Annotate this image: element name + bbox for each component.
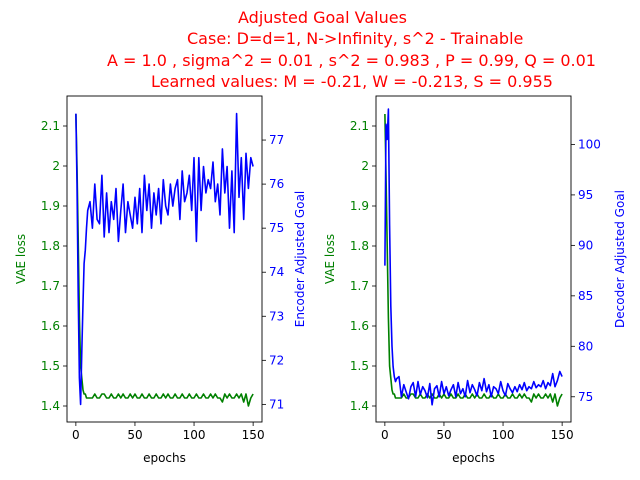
right-y-tick-label: 90 [578, 238, 593, 252]
right-y-tick-label: 74 [269, 265, 284, 279]
right-y-tick-label: 71 [269, 397, 284, 411]
plot-frame [66, 95, 263, 423]
right-y-tick-label: 75 [269, 221, 284, 235]
left-y-tick-label: 1.9 [41, 199, 60, 213]
right-y-tick-label: 77 [269, 133, 284, 147]
goal-line [75, 112, 254, 406]
left-y-tick-label: 2.1 [350, 119, 369, 133]
left-y-tick-label: 1.4 [350, 399, 369, 413]
plot-frame [375, 95, 572, 423]
right-y-axis-label: Encoder Adjusted Goal [293, 191, 307, 328]
right-subplot: 0 50 100 150 1.4 1.5 1.6 1.7 1.8 1.9 2 2.1 75 80 85 90 9… [323, 95, 627, 465]
title-line-1: Adjusted Goal Values [238, 8, 407, 27]
left-y-axis-label: VAE loss [323, 234, 337, 284]
left-subplot: 0 50 100 150 1.4 1.5 1.6 1.7 1.8 1.9 2 2.1 71 72 73 74 7… [14, 95, 307, 465]
right-y-tick-label: 76 [269, 177, 284, 191]
x-tick-label: 100 [492, 428, 515, 442]
x-tick-label: 50 [127, 428, 142, 442]
right-y-axis-label: Decoder Adjusted Goal [613, 190, 627, 328]
right-y-tick-label: 73 [269, 309, 284, 323]
right-y-tick-label: 80 [578, 339, 593, 353]
x-tick-label: 100 [183, 428, 206, 442]
x-tick-label: 0 [72, 428, 80, 442]
left-y-tick-label: 1.7 [41, 279, 60, 293]
right-y-tick-label: 75 [578, 390, 593, 404]
right-y-tick-label: 85 [578, 289, 593, 303]
right-y-tick-label: 72 [269, 353, 284, 367]
x-tick-label: 0 [381, 428, 389, 442]
loss-line [384, 113, 563, 407]
title-line-4: Learned values: M = -0.21, W = -0.213, S… [151, 72, 553, 91]
x-tick-label: 150 [242, 428, 265, 442]
x-tick-label: 50 [436, 428, 451, 442]
left-y-tick-label: 1.7 [350, 279, 369, 293]
left-y-tick-label: 1.9 [350, 199, 369, 213]
left-y-tick-label: 1.8 [41, 239, 60, 253]
right-y-tick-label: 95 [578, 188, 593, 202]
left-y-tick-label: 2 [52, 159, 60, 173]
loss-line [75, 113, 254, 407]
left-y-tick-label: 1.6 [41, 319, 60, 333]
left-y-tick-label: 2.1 [41, 119, 60, 133]
left-y-tick-label: 1.5 [350, 359, 369, 373]
left-y-axis-label: VAE loss [14, 234, 28, 284]
left-y-tick-label: 1.8 [350, 239, 369, 253]
right-y-tick-label: 100 [578, 137, 601, 151]
left-y-tick-label: 1.5 [41, 359, 60, 373]
goal-line [384, 108, 563, 406]
left-y-tick-label: 2 [361, 159, 369, 173]
left-y-tick-label: 1.6 [350, 319, 369, 333]
title-line-3: A = 1.0 , sigma^2 = 0.01 , s^2 = 0.983 ,… [107, 51, 596, 70]
x-axis-label: epochs [452, 451, 495, 465]
x-tick-label: 150 [551, 428, 574, 442]
x-axis-label: epochs [143, 451, 186, 465]
title-line-2: Case: D=d=1, N->Infinity, s^2 - Trainabl… [187, 29, 524, 48]
left-y-tick-label: 1.4 [41, 399, 60, 413]
